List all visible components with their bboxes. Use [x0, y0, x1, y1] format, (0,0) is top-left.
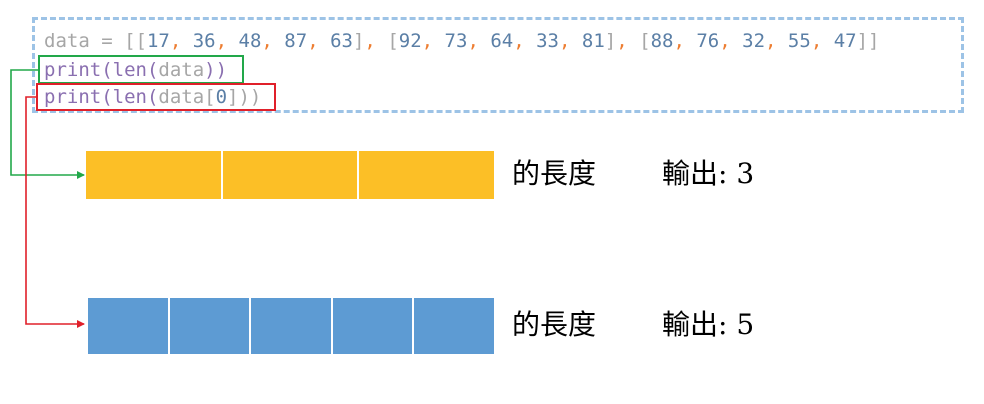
outer-list-bar	[86, 151, 495, 199]
code-num: 36	[192, 30, 216, 52]
code-num: 73	[444, 30, 468, 52]
code-arg: data[	[158, 86, 216, 108]
code-close: ]))	[227, 86, 262, 108]
code-print-len: print(len(	[44, 86, 159, 108]
code-num: 55	[787, 30, 811, 52]
bar-cell	[251, 298, 333, 354]
highlight-len-data-0	[36, 83, 276, 111]
bar-cell	[332, 298, 415, 354]
bar-cell	[222, 151, 360, 199]
code-num: 92	[398, 30, 422, 52]
bar-cell	[169, 298, 252, 354]
bar-cell	[359, 151, 495, 199]
code-num: 48	[238, 30, 262, 52]
red-connector-arrow	[25, 96, 85, 328]
bar-cell	[88, 298, 170, 354]
code-arg: data	[158, 59, 205, 81]
bar-length-label: 的長度	[512, 157, 597, 190]
code-num: 87	[284, 30, 308, 52]
code-line-len-data: print(len(data))	[44, 57, 227, 83]
bar-length-label: 的長度	[512, 308, 597, 341]
bar-output-label: 輸出: 5	[662, 308, 755, 341]
code-num: 47	[833, 30, 857, 52]
bar-output-label: 輸出: 3	[662, 157, 755, 190]
code-line-len-data-0: print(len(data[0]))	[44, 84, 261, 110]
code-num: 63	[330, 30, 353, 52]
bar-cell	[86, 151, 223, 199]
code-index: 0	[215, 86, 228, 108]
code-num: 64	[490, 30, 514, 52]
code-close: ))	[204, 59, 228, 81]
code-num: 81	[581, 30, 605, 52]
bar-cell	[414, 298, 494, 354]
code-num: 76	[696, 30, 720, 52]
inner-list-bar	[88, 298, 494, 354]
green-connector-arrow	[10, 69, 85, 179]
code-block	[32, 17, 964, 113]
code-num: 88	[650, 30, 674, 52]
code-print-len: print(len(	[44, 59, 159, 81]
code-num: 17	[146, 30, 170, 52]
code-num: 33	[536, 30, 559, 52]
code-data-assign: data = [[	[44, 30, 147, 52]
code-line-data: data = [[17, 36, 48, 87, 63], [92, 73, 6…	[44, 30, 880, 52]
code-num: 32	[742, 30, 766, 52]
